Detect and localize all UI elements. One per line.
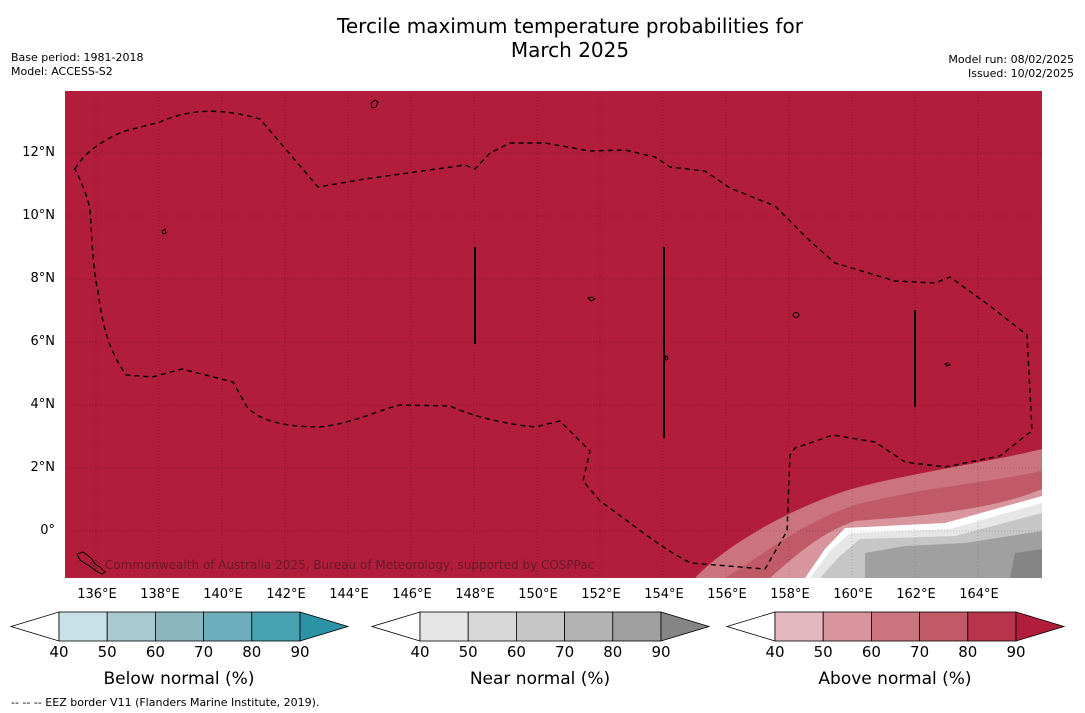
lat-label-0: 0° bbox=[40, 523, 55, 538]
near-normal-70-region bbox=[865, 531, 1042, 578]
colorbar-near-tick-80: 80 bbox=[603, 643, 623, 661]
colorbar-title-below: Below normal (%) bbox=[103, 669, 255, 689]
colorbar-near-normal bbox=[370, 611, 711, 642]
map-title: Tercile maximum temperature probabilitie… bbox=[0, 14, 1085, 62]
colorbar-near-segment-2 bbox=[516, 611, 566, 642]
lat-label-2n: 2°N bbox=[30, 460, 56, 475]
lon-label-144e: 144°E bbox=[329, 587, 369, 602]
map-canvas bbox=[65, 91, 1042, 578]
colorbar-below-tick-50: 50 bbox=[97, 643, 117, 661]
colorbar-above-tick-90: 90 bbox=[1006, 643, 1026, 661]
colorbar-near-under-arrow bbox=[370, 611, 421, 642]
colorbar-below-segment-1 bbox=[106, 611, 156, 642]
colorbar-above-segment-3 bbox=[919, 611, 969, 642]
colorbar-near-segment-3 bbox=[564, 611, 614, 642]
lon-label-154e: 154°E bbox=[644, 587, 684, 602]
colorbar-below-normal bbox=[9, 611, 350, 642]
model-info: Base period: 1981-2018 Model: ACCESS-S2 bbox=[11, 51, 143, 79]
lon-label-136e: 136°E bbox=[77, 587, 117, 602]
colorbar-near-segment-4 bbox=[612, 611, 662, 642]
lon-label-162e: 162°E bbox=[896, 587, 936, 602]
lat-label-4n: 4°N bbox=[30, 397, 56, 412]
lon-label-148e: 148°E bbox=[455, 587, 495, 602]
colorbar-near-over-arrow bbox=[660, 611, 711, 642]
colorbar-above-tick-80: 80 bbox=[958, 643, 978, 661]
lon-label-138e: 138°E bbox=[140, 587, 180, 602]
colorbar-below-segment-3 bbox=[203, 611, 253, 642]
lon-label-160e: 160°E bbox=[833, 587, 873, 602]
colorbar-above-segment-1 bbox=[822, 611, 872, 642]
run-info: Model run: 08/02/2025 Issued: 10/02/2025 bbox=[948, 53, 1074, 81]
lon-label-152e: 152°E bbox=[581, 587, 621, 602]
colorbar-below-segment-2 bbox=[154, 611, 204, 642]
colorbar-near-tick-70: 70 bbox=[555, 643, 575, 661]
issued-date: Issued: 10/02/2025 bbox=[967, 67, 1074, 80]
lon-label-142e: 142°E bbox=[266, 587, 306, 602]
base-period: Base period: 1981-2018 bbox=[11, 51, 144, 64]
lon-label-140e: 140°E bbox=[203, 587, 243, 602]
colorbar-above-normal bbox=[725, 611, 1066, 642]
copyright-notice: © Commonwealth of Australia 2025, Bureau… bbox=[89, 558, 595, 572]
colorbar-above-segment-2 bbox=[871, 611, 921, 642]
near-normal-80-region bbox=[1010, 549, 1042, 578]
title-line-1: Tercile maximum temperature probabilitie… bbox=[337, 14, 803, 38]
colorbar-below-tick-80: 80 bbox=[242, 643, 262, 661]
colorbar-near-segment-0 bbox=[419, 611, 469, 642]
lon-label-146e: 146°E bbox=[392, 587, 432, 602]
colorbar-above-tick-40: 40 bbox=[765, 643, 785, 661]
lon-label-158e: 158°E bbox=[770, 587, 810, 602]
colorbar-near-tick-60: 60 bbox=[506, 643, 526, 661]
lat-label-12n: 12°N bbox=[22, 145, 55, 160]
lon-label-164e: 164°E bbox=[959, 587, 999, 602]
lat-label-8n: 8°N bbox=[30, 271, 56, 286]
colorbar-above-tick-60: 60 bbox=[861, 643, 881, 661]
model-run-date: Model run: 08/02/2025 bbox=[948, 53, 1074, 66]
colorbar-title-near: Near normal (%) bbox=[469, 669, 611, 689]
eez-footnote: -- -- -- EEZ border V11 (Flanders Marine… bbox=[11, 696, 320, 709]
colorbar-above-segment-0 bbox=[774, 611, 824, 642]
lon-label-150e: 150°E bbox=[518, 587, 558, 602]
colorbar-above-tick-50: 50 bbox=[813, 643, 833, 661]
colorbars bbox=[9, 611, 1066, 642]
colorbar-below-tick-70: 70 bbox=[194, 643, 214, 661]
colorbar-above-under-arrow bbox=[725, 611, 776, 642]
colorbar-below-over-arrow bbox=[299, 611, 350, 642]
colorbar-near-tick-40: 40 bbox=[410, 643, 430, 661]
lat-label-6n: 6°N bbox=[30, 334, 56, 349]
lat-label-10n: 10°N bbox=[22, 208, 55, 223]
colorbar-above-segment-4 bbox=[967, 611, 1017, 642]
colorbar-near-tick-90: 90 bbox=[651, 643, 671, 661]
eez-border bbox=[74, 110, 1033, 570]
colorbar-below-segment-4 bbox=[251, 611, 301, 642]
colorbar-below-tick-40: 40 bbox=[49, 643, 69, 661]
model-name: Model: ACCESS-S2 bbox=[11, 65, 113, 78]
colorbar-title-above: Above normal (%) bbox=[818, 669, 972, 689]
islands bbox=[76, 99, 951, 575]
colorbar-below-tick-90: 90 bbox=[290, 643, 310, 661]
lon-label-156e: 156°E bbox=[707, 587, 747, 602]
colorbar-below-tick-60: 60 bbox=[145, 643, 165, 661]
colorbar-near-segment-1 bbox=[467, 611, 517, 642]
colorbar-near-tick-50: 50 bbox=[458, 643, 478, 661]
colorbar-above-over-arrow bbox=[1015, 611, 1066, 642]
title-line-2: March 2025 bbox=[510, 38, 630, 62]
colorbar-below-under-arrow bbox=[9, 611, 60, 642]
colorbar-above-tick-70: 70 bbox=[910, 643, 930, 661]
colorbar-below-segment-0 bbox=[58, 611, 108, 642]
probability-map bbox=[65, 91, 1042, 578]
